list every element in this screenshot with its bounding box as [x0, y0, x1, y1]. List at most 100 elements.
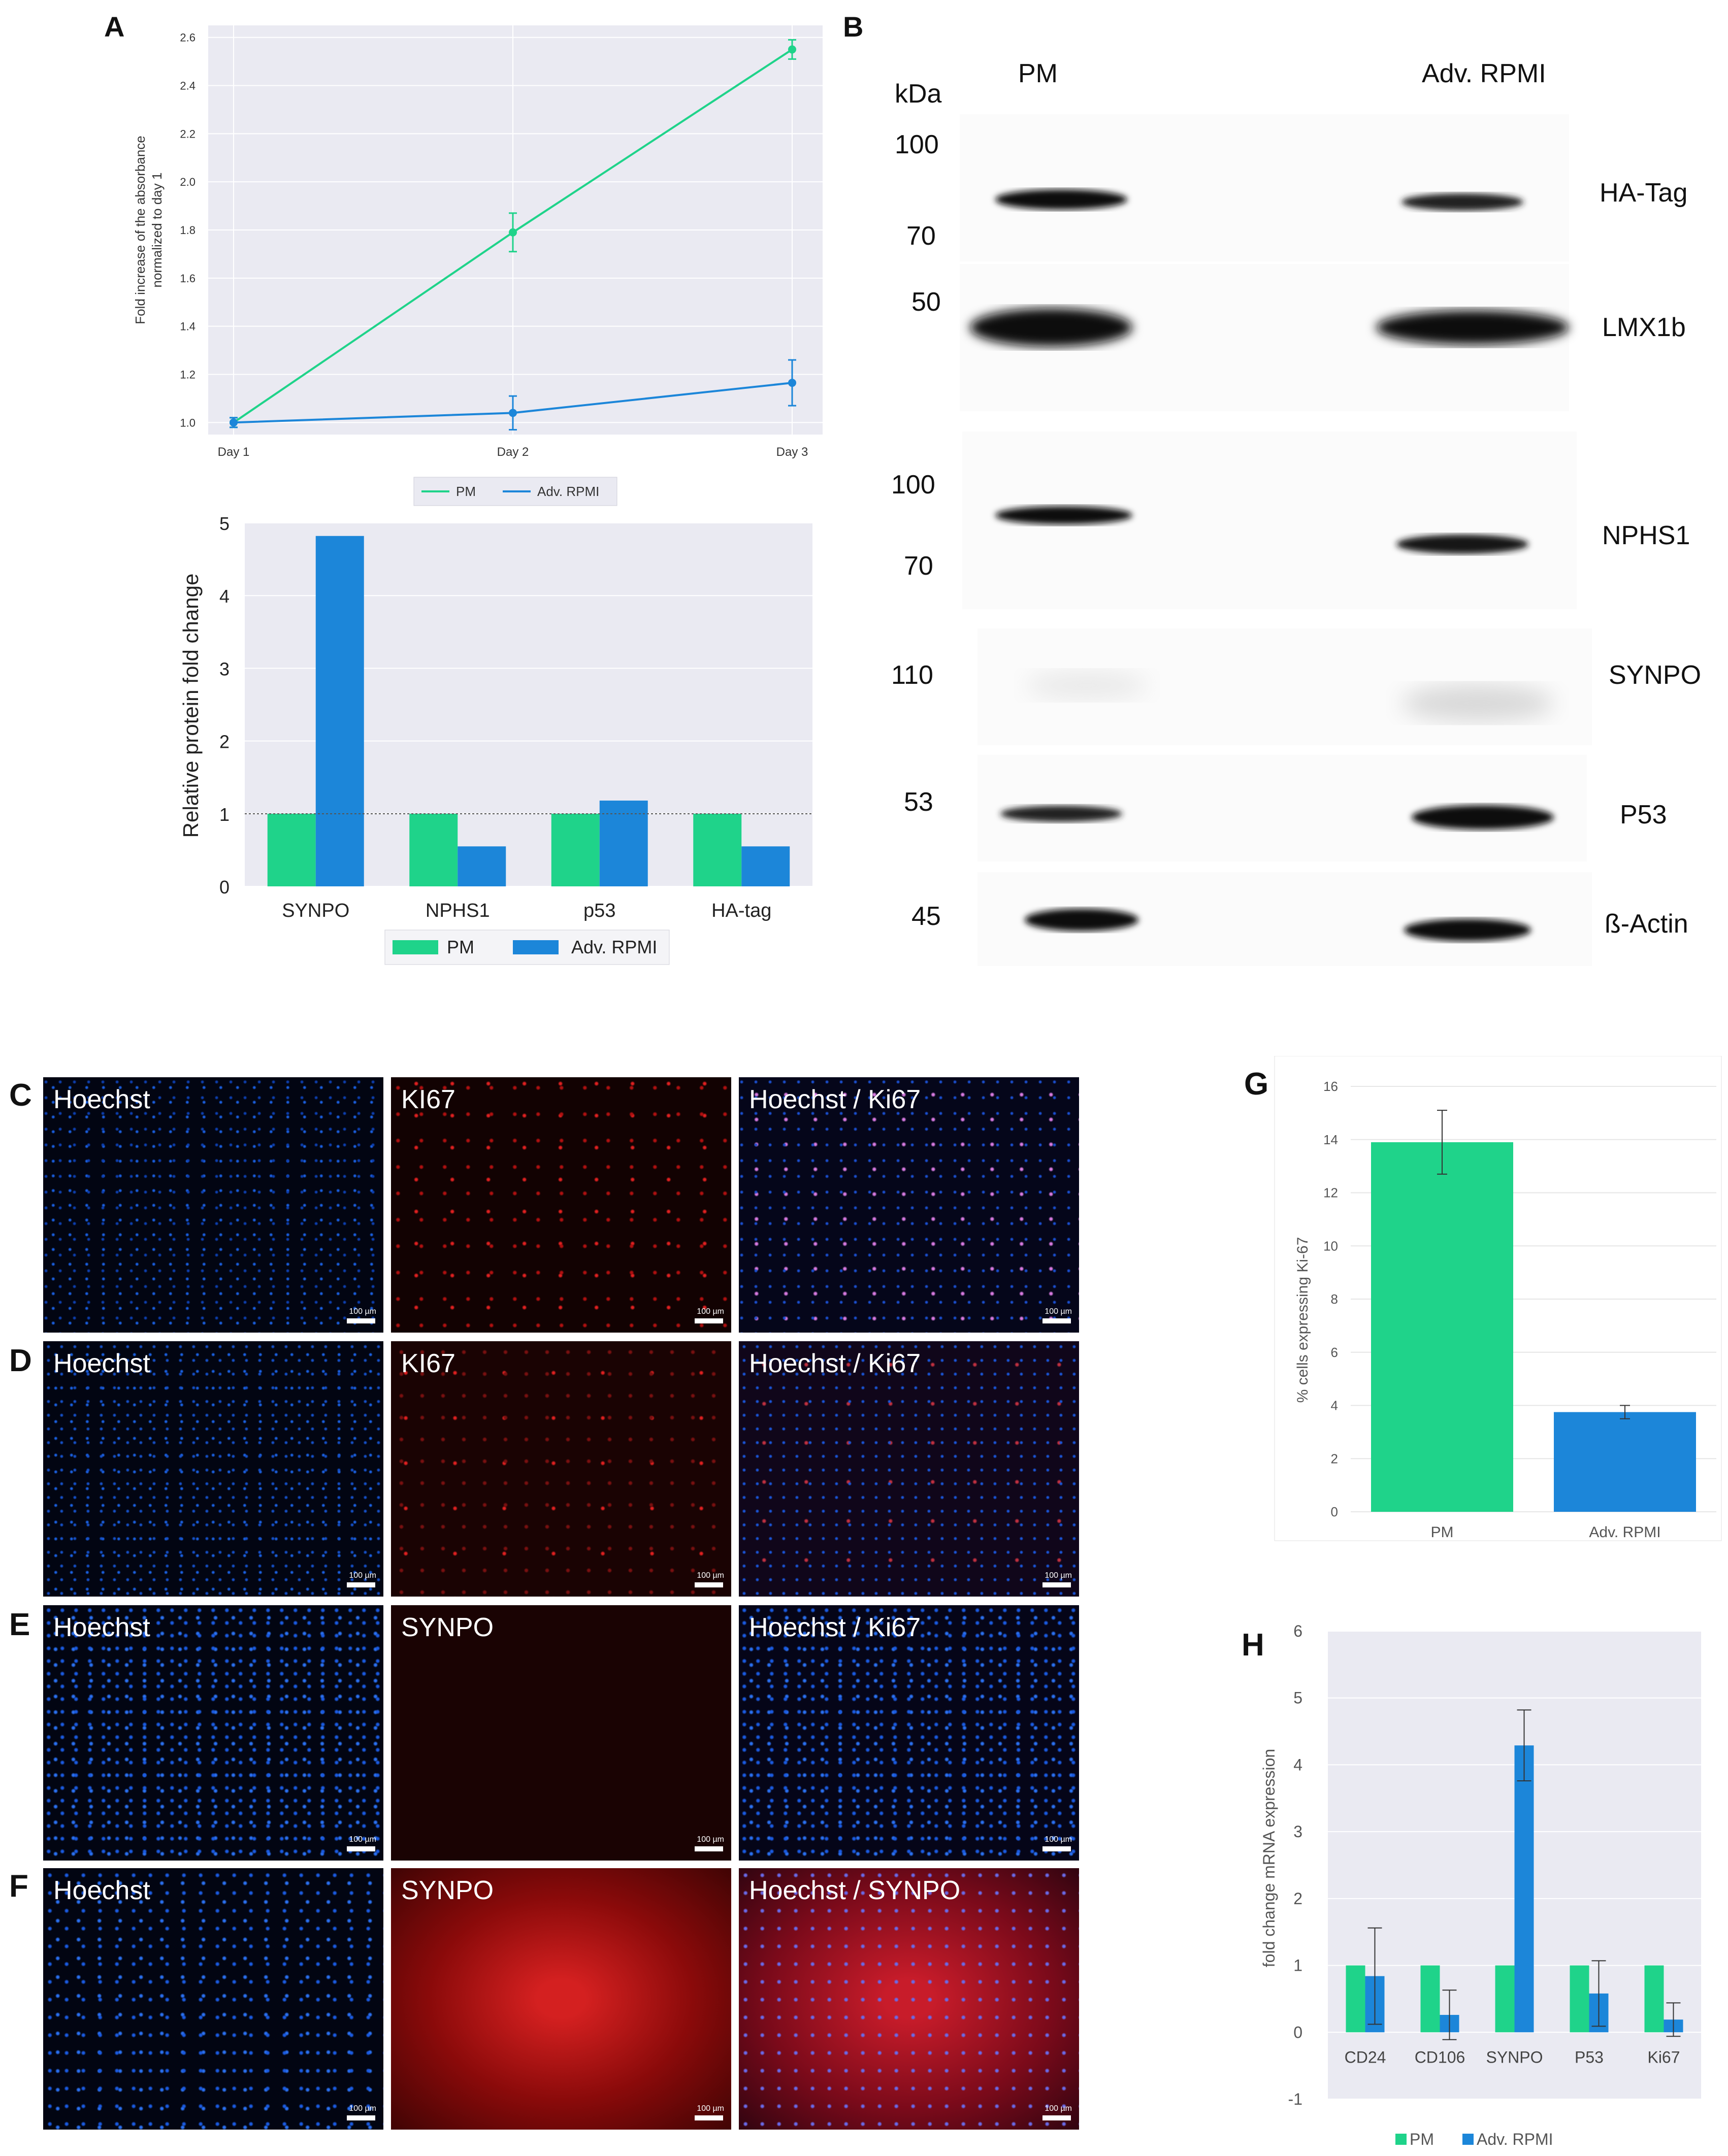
- y-tick-label: 2.4: [180, 80, 195, 92]
- target-nphs1: NPHS1: [1602, 521, 1690, 550]
- y-tick-label: 0: [1293, 2023, 1302, 2041]
- bar-adv: [1514, 1745, 1534, 2033]
- legend-adv-swatch: [513, 940, 559, 954]
- y-tick-label: 2: [1331, 1451, 1338, 1466]
- x-tick-label: Day 3: [776, 445, 808, 459]
- protein-bar-chart: 0 1 2 3 4 5 SYNPO NPHS1 p53 HA-tag Relative prot…: [179, 513, 812, 965]
- lane-label-adv: Adv. RPMI: [1422, 59, 1546, 88]
- micrograph-f-hoechst: Hoechst 100 µm: [43, 1868, 383, 2130]
- mrna-bar-chart: -1 0 1 2 3 4 5 6 CD24 CD106 SYNPO P53 Ki67 fold cha…: [1260, 1622, 1701, 2148]
- scale-label: 100 µm: [1045, 1307, 1072, 1316]
- y-tick-label: 5: [219, 513, 230, 534]
- scale-bar: [695, 1318, 723, 1323]
- panel-label-b: B: [843, 11, 864, 43]
- data-point: [788, 379, 796, 387]
- y-tick-label: 1: [1293, 1956, 1302, 1975]
- scale-label: 100 µm: [1045, 1835, 1072, 1844]
- y-tick-label: 3: [1293, 1822, 1302, 1841]
- scale-bar: [695, 1582, 723, 1587]
- y-tick-label: 6: [1293, 1622, 1302, 1640]
- x-tick-label: HA-tag: [711, 900, 771, 921]
- bar-adv: [315, 536, 364, 886]
- x-tick-label: PM: [1431, 1524, 1454, 1541]
- marker-100-a: 100: [895, 130, 939, 159]
- scale-bar: [1042, 1582, 1071, 1587]
- scale-bar: [695, 1846, 723, 1851]
- label: Hoechst: [53, 1349, 150, 1378]
- y-tick-label: -1: [1288, 2090, 1302, 2108]
- x-tick-label: SYNPO: [1486, 2048, 1543, 2066]
- data-point: [509, 228, 517, 237]
- ki67-bar-chart: 0 2 4 6 8 10 12 14 16 PM Adv. RPMI % cells expres…: [1274, 1056, 1722, 1541]
- target-b-actin: ß-Actin: [1605, 909, 1688, 939]
- band-lmx-adv: [1376, 310, 1569, 345]
- legend-adv-label: Adv. RPMI: [1477, 2130, 1553, 2148]
- marker-50: 50: [911, 287, 941, 317]
- x-tick-label: Adv. RPMI: [1589, 1524, 1660, 1541]
- legend-pm-label: PM: [456, 484, 476, 499]
- y-tick-label: 2: [219, 732, 230, 752]
- x-tick-label: CD24: [1345, 2048, 1386, 2066]
- legend-pm-swatch: [1395, 2134, 1407, 2145]
- y-tick-label: 1.0: [180, 416, 195, 429]
- panel-label-f: F: [9, 1869, 28, 1904]
- bar-pm: [551, 813, 600, 886]
- band-actin-pm: [1025, 909, 1138, 931]
- g-chart-ylabel: % cells expressing Ki-67: [1294, 1237, 1311, 1403]
- y-tick-label: 2.6: [180, 31, 195, 44]
- legend-adv-label: Adv. RPMI: [537, 484, 599, 499]
- legend-pm-label: PM: [1410, 2130, 1434, 2148]
- label: Hoechst / Ki67: [749, 1085, 921, 1114]
- data-point: [230, 418, 238, 427]
- protein-chart-ylabel: Relative protein fold change: [179, 574, 203, 838]
- y-tick-label: 16: [1323, 1079, 1338, 1094]
- y-tick-label: 6: [1331, 1345, 1338, 1360]
- bar-pm: [1420, 1965, 1440, 2033]
- micrograph-d-ki67: KI67 100 µm: [391, 1341, 731, 1597]
- micrograph-e-hoechst: Hoechst 100 µm: [43, 1605, 383, 1861]
- label: Hoechst / SYNPO: [749, 1876, 961, 1905]
- micrograph-c-merge: Hoechst / Ki67 100 µm: [739, 1077, 1079, 1333]
- bar-pm: [267, 813, 316, 886]
- legend-pm-label: PM: [447, 937, 474, 957]
- h-chart-ylabel: fold change mRNA expression: [1260, 1749, 1278, 1967]
- band-ha-adv: [1401, 193, 1523, 211]
- scale-label: 100 µm: [697, 1571, 724, 1580]
- target-p53: P53: [1620, 800, 1667, 830]
- line-chart-ylabel-1: Fold increase of the absorbance: [133, 136, 148, 324]
- growth-line-chart: 1.0 1.2 1.4 1.6 1.8 2.0 2.2 2.4 2.6 Day 1 Day 2 Da…: [133, 25, 823, 506]
- bar-pm: [409, 813, 458, 886]
- y-tick-label: 4: [1293, 1755, 1302, 1774]
- y-tick-label: 4: [1331, 1398, 1338, 1413]
- y-tick-label: 8: [1331, 1291, 1338, 1307]
- scale-label: 100 µm: [697, 2104, 724, 2113]
- line-chart-ylabel-2: normalized to day 1: [149, 173, 165, 288]
- scale-bar: [1042, 1846, 1071, 1851]
- panel-label-c: C: [9, 1078, 32, 1113]
- band-ha-pm: [995, 189, 1127, 210]
- bar-pm: [1570, 1965, 1589, 2033]
- panel-label-g: G: [1244, 1067, 1269, 1102]
- y-tick-label: 0: [219, 877, 230, 898]
- marker-53: 53: [904, 787, 933, 817]
- target-synpo: SYNPO: [1609, 660, 1702, 690]
- bar-adv: [599, 801, 648, 886]
- band-nphs-pm: [995, 506, 1132, 524]
- blot-strip-ha: [960, 114, 1569, 261]
- legend-adv-swatch: [1462, 2134, 1474, 2145]
- band-p53-adv: [1412, 805, 1554, 830]
- micrograph-d-merge: Hoechst / Ki67 100 µm: [739, 1341, 1079, 1597]
- blot-bands: [970, 189, 1569, 941]
- bar-pm: [1644, 1965, 1664, 2033]
- label: SYNPO: [401, 1876, 494, 1905]
- label: Hoechst / Ki67: [749, 1613, 921, 1642]
- legend-adv-label: Adv. RPMI: [571, 937, 657, 957]
- micrograph-f-synpo: SYNPO 100 µm: [391, 1868, 731, 2130]
- y-tick-label: 14: [1323, 1132, 1338, 1147]
- scale-label: 100 µm: [349, 2104, 376, 2113]
- micrograph-f-merge: Hoechst / SYNPO 100 µm: [739, 1868, 1079, 2130]
- data-point: [509, 409, 517, 417]
- scale-bar: [347, 1582, 375, 1587]
- scale-label: 100 µm: [1045, 2104, 1072, 2113]
- bar-adv: [458, 846, 506, 886]
